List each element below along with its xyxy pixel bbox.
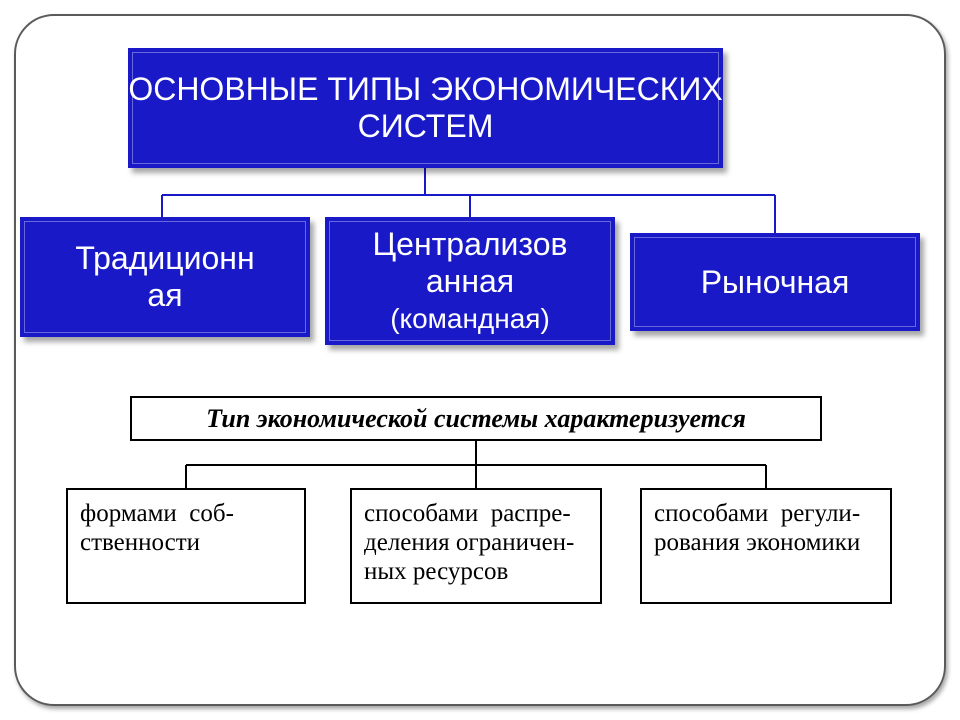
node-distribution: способами распре-деления ограничен-ных р…: [350, 488, 602, 604]
node-regulation-label: способами регули-рования экономики: [654, 500, 878, 558]
char-label: Тип экономической системы характеризуетс…: [206, 404, 746, 434]
node-regulation: способами регули-рования экономики: [640, 488, 892, 604]
node-ownership-forms: формами соб-ственности: [66, 488, 306, 604]
bottom-connectors: [0, 0, 960, 720]
node-distribution-label: способами распре-деления ограничен-ных р…: [364, 500, 588, 586]
node-ownership-label: формами соб-ственности: [80, 500, 292, 558]
char-box: Тип экономической системы характеризуетс…: [130, 396, 822, 441]
